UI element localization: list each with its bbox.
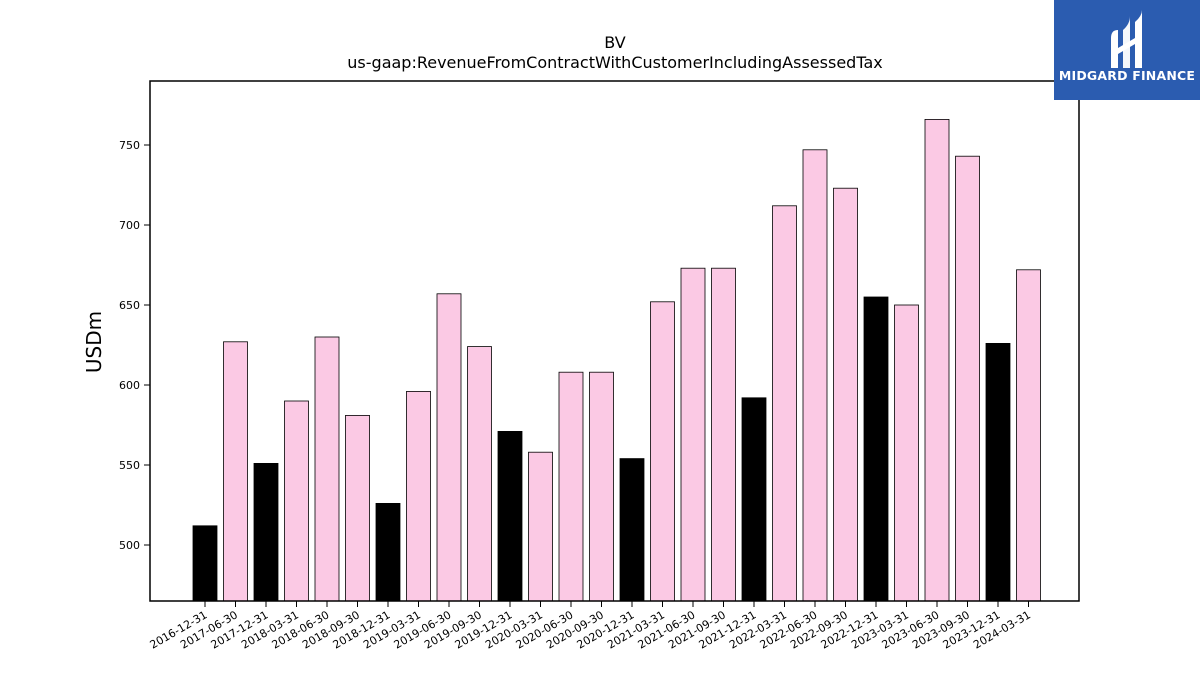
bar-2022-09-30: [833, 187, 858, 602]
bar-2023-06-30: [924, 119, 950, 602]
plot-frame: [149, 80, 1080, 602]
bar-2016-12-31: [192, 525, 218, 602]
bar-2020-03-31: [528, 451, 553, 602]
y-tick-label: 700: [119, 219, 140, 232]
bar-2019-09-30: [467, 346, 492, 602]
y-tick-label: 550: [119, 459, 140, 472]
bar-2018-03-31: [284, 400, 309, 602]
y-tick-label: 650: [119, 299, 140, 312]
bar-series: [192, 119, 1041, 602]
bar-2021-12-31: [741, 397, 767, 602]
bar-2018-06-30: [314, 336, 340, 602]
bar-2021-03-31: [650, 301, 675, 602]
logo-mark-icon: [1111, 10, 1142, 68]
y-tick-label: 600: [119, 379, 140, 392]
bar-2023-09-30: [955, 155, 980, 602]
bar-2022-06-30: [802, 149, 828, 602]
midgard-finance-logo: MIDGARD FINANCE: [1054, 0, 1200, 100]
bar-2017-06-30: [223, 341, 248, 602]
bar-2017-12-31: [253, 462, 279, 602]
bar-2024-03-31: [1016, 269, 1041, 602]
chart-title: BV: [604, 33, 625, 52]
bar-2022-12-31: [863, 296, 889, 602]
bar-2021-09-30: [711, 267, 736, 602]
bar-2023-03-31: [894, 304, 919, 602]
bar-2018-09-30: [345, 414, 370, 602]
y-axis-label: USDm: [82, 311, 106, 373]
y-axis-ticks: 500 550 600 650 700 750: [119, 139, 150, 552]
logo-text: MIDGARD FINANCE: [1058, 68, 1196, 83]
chart-subtitle: us-gaap:RevenueFromContractWithCustomerI…: [347, 53, 882, 72]
bar-2019-12-31: [497, 430, 523, 602]
bar-2022-03-31: [772, 205, 797, 602]
bar-2018-12-31: [375, 502, 401, 602]
bar-2019-06-30: [436, 293, 462, 602]
bar-2020-06-30: [558, 371, 584, 602]
bar-2023-12-31: [985, 342, 1011, 602]
x-axis-ticks: 2016-12-312017-06-302017-12-312018-03-31…: [148, 601, 1033, 652]
bar-2020-12-31: [619, 458, 645, 602]
y-tick-label: 500: [119, 539, 140, 552]
bar-2021-06-30: [680, 267, 706, 602]
y-tick-label: 750: [119, 139, 140, 152]
bar-2020-09-30: [589, 371, 614, 602]
bar-2019-03-31: [406, 390, 431, 602]
